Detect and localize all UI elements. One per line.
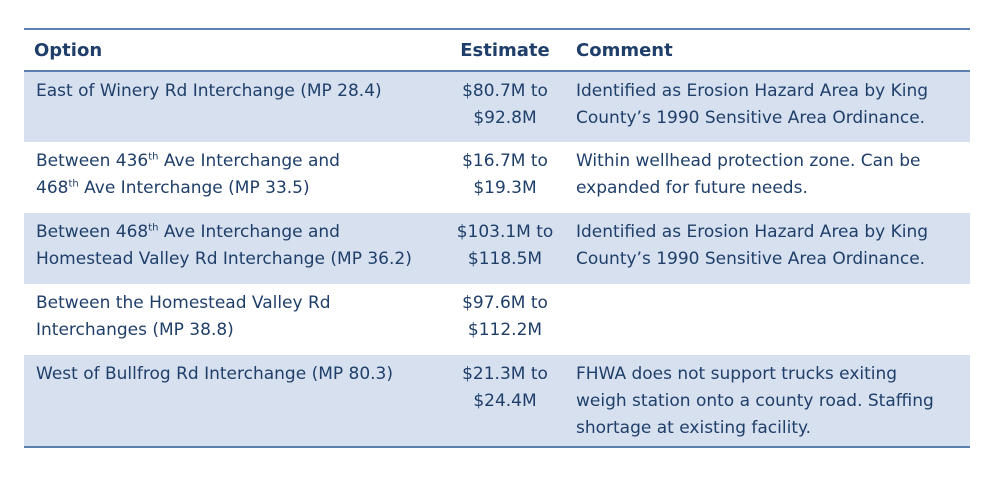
option-line: Interchanges (MP 38.8)	[36, 317, 434, 344]
estimate-cell: $80.7M to $92.8M	[444, 71, 566, 142]
table-header: Option Estimate Comment	[24, 29, 970, 71]
option-text: Ave Interchange and	[158, 222, 340, 242]
option-text: 468	[36, 178, 69, 198]
estimate-cell: $97.6M to $112.2M	[444, 284, 566, 355]
option-line: 468th Ave Interchange (MP 33.5)	[36, 175, 434, 202]
estimate-line: $92.8M	[473, 108, 537, 128]
option-cell: Between the Homestead Valley Rd Interchan…	[24, 284, 444, 355]
estimate-cell: $21.3M to $24.4M	[444, 355, 566, 447]
option-text: Interchanges (MP 38.8)	[36, 320, 234, 340]
estimate-cell: $103.1M to $118.5M	[444, 213, 566, 284]
comment-cell: FHWA does not support trucks exiting weig…	[566, 355, 970, 447]
option-text: Ave Interchange and	[158, 151, 340, 171]
option-text: Homestead Valley Rd Interchange (MP 36.2…	[36, 249, 412, 269]
comment-cell	[566, 284, 970, 355]
comment-line: County’s 1990 Sensitive Area Ordinance.	[576, 108, 926, 128]
comment-cell: Within wellhead protection zone. Can be e…	[566, 142, 970, 213]
comment-line: Identified as Erosion Hazard Area by Kin…	[576, 81, 929, 101]
option-text: Between the Homestead Valley Rd	[36, 293, 331, 313]
comment-line: Identified as Erosion Hazard Area by Kin…	[576, 222, 929, 242]
table-row: Between the Homestead Valley Rd Interchan…	[24, 284, 970, 355]
option-line: Between the Homestead Valley Rd	[36, 290, 434, 317]
header-comment: Comment	[576, 39, 673, 61]
estimate-line: $16.7M to	[462, 151, 548, 171]
estimate-line: $21.3M to	[462, 364, 548, 384]
option-cell: West of Bullfrog Rd Interchange (MP 80.3…	[24, 355, 444, 447]
comment-line: shortage at existing facility.	[576, 418, 812, 438]
estimate-line: $19.3M	[473, 178, 537, 198]
option-text: West of Bullfrog Rd Interchange (MP 80.3…	[36, 364, 394, 384]
comment-line: weigh station onto a county road. Staffi…	[576, 391, 934, 411]
option-line: Homestead Valley Rd Interchange (MP 36.2…	[36, 246, 434, 273]
estimate-line: $97.6M to	[462, 293, 548, 313]
comment-line: Within wellhead protection zone. Can be	[576, 151, 921, 171]
header-estimate: Estimate	[460, 39, 550, 61]
option-line: East of Winery Rd Interchange (MP 28.4)	[36, 78, 434, 105]
estimate-line: $24.4M	[473, 391, 537, 411]
comment-line: expanded for future needs.	[576, 178, 808, 198]
estimate-line: $112.2M	[467, 320, 543, 340]
table-row: Between 436th Ave Interchange and 468th A…	[24, 142, 970, 213]
ordinal-superscript: th	[148, 222, 159, 234]
table-row: West of Bullfrog Rd Interchange (MP 80.3…	[24, 355, 970, 447]
option-line: Between 468th Ave Interchange and	[36, 219, 434, 246]
estimate-line: $80.7M to	[462, 81, 548, 101]
header-option: Option	[34, 39, 103, 61]
estimate-cell: $16.7M to $19.3M	[444, 142, 566, 213]
comment-cell: Identified as Erosion Hazard Area by Kin…	[566, 213, 970, 284]
option-line: Between 436th Ave Interchange and	[36, 148, 434, 175]
estimate-line: $103.1M to	[456, 222, 554, 242]
estimate-line: $118.5M	[467, 249, 543, 269]
table-row: East of Winery Rd Interchange (MP 28.4) $…	[24, 71, 970, 142]
option-cell: Between 436th Ave Interchange and 468th A…	[24, 142, 444, 213]
table-row: Between 468th Ave Interchange and Homeste…	[24, 213, 970, 284]
option-text: Ave Interchange (MP 33.5)	[78, 178, 310, 198]
option-text: East of Winery Rd Interchange (MP 28.4)	[36, 81, 382, 101]
comment-line: County’s 1990 Sensitive Area Ordinance.	[576, 249, 926, 269]
options-table: Option Estimate Comment East of Winery R…	[24, 28, 970, 448]
ordinal-superscript: th	[68, 178, 79, 190]
table-body: East of Winery Rd Interchange (MP 28.4) $…	[24, 71, 970, 447]
option-text: Between 436	[36, 151, 149, 171]
option-line: West of Bullfrog Rd Interchange (MP 80.3…	[36, 361, 434, 388]
header-row: Option Estimate Comment	[24, 29, 970, 71]
options-table-container: Option Estimate Comment East of Winery R…	[24, 28, 970, 448]
option-cell: Between 468th Ave Interchange and Homeste…	[24, 213, 444, 284]
option-text: Between 468	[36, 222, 149, 242]
comment-line: FHWA does not support trucks exiting	[576, 364, 898, 384]
option-cell: East of Winery Rd Interchange (MP 28.4)	[24, 71, 444, 142]
comment-cell: Identified as Erosion Hazard Area by Kin…	[566, 71, 970, 142]
ordinal-superscript: th	[148, 151, 159, 163]
